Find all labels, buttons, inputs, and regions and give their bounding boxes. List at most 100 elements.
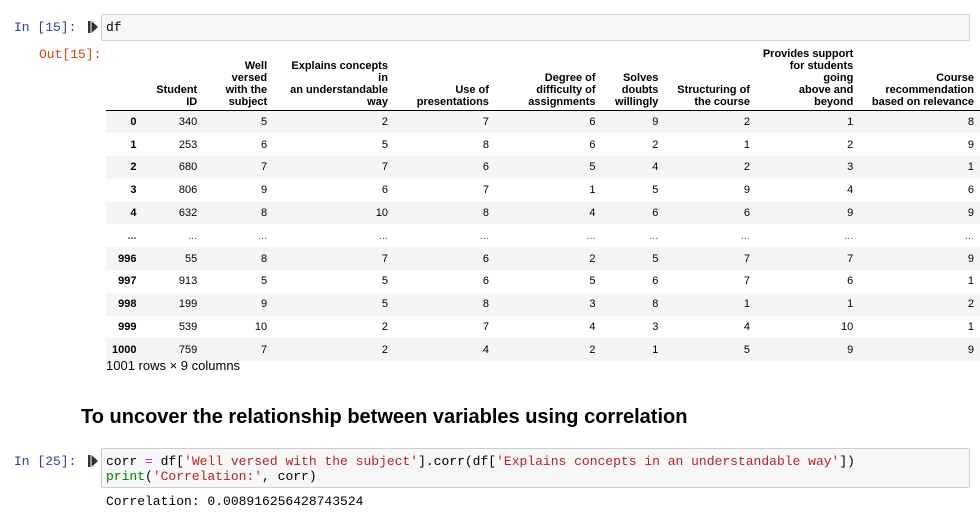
table-cell: 2 (652, 138, 659, 151)
table-cell: 4 (589, 207, 596, 220)
table-cell: 1 (847, 298, 854, 311)
cell-2-code-line-2[interactable]: print('Correlation:', corr) (106, 469, 317, 484)
column-header-line: way (367, 96, 388, 108)
column-header-line: willingly (615, 96, 659, 108)
table-cell: 3 (847, 161, 854, 174)
table-row: 3 806 9 6 7 1 5 9 4 6 (106, 179, 980, 202)
code-text: df[ (160, 454, 185, 469)
table-cell: 680 (178, 161, 198, 174)
table-cell: 5 (381, 138, 388, 151)
table-row: .............................. (106, 224, 980, 247)
table-cell: 6 (967, 184, 974, 197)
row-index: 997 (118, 275, 137, 288)
table-cell: 1 (652, 343, 659, 356)
table-cell: 6 (743, 207, 750, 220)
table-cell: 7 (482, 116, 489, 129)
table-cell: 9 (743, 184, 750, 197)
table-row: 998 199 9 5 8 3 8 1 1 2 (106, 292, 980, 316)
cell-2-code-line-1[interactable]: corr = df['Well versed with the subject'… (106, 454, 855, 469)
table-cell: 4 (589, 321, 596, 334)
table-cell: 8 (482, 298, 489, 311)
table-cell: 10 (375, 207, 388, 220)
table-cell: ... (188, 229, 198, 242)
table-row: 1 253 6 5 8 6 2 1 2 9 (106, 133, 980, 156)
column-header: Provides support for students going above … (755, 48, 860, 111)
cell-1-code[interactable]: df (106, 20, 122, 35)
table-cell: 806 (178, 184, 198, 197)
table-cell: 6 (261, 138, 268, 151)
table-cell: 8 (261, 252, 268, 265)
table-row: 1000 759 7 2 4 2 1 5 9 9 (106, 338, 980, 362)
column-header-line: recommendation (885, 84, 974, 96)
table-cell: 1 (589, 184, 596, 197)
table-cell: 7 (381, 161, 388, 174)
markdown-heading: To uncover the relationship between vari… (81, 406, 688, 428)
cell-2-input[interactable]: corr = df['Well versed with the subject'… (101, 448, 970, 488)
row-index: 998 (118, 298, 137, 311)
table-cell: 2 (381, 116, 388, 129)
table-shape-label: 1001 rows × 9 columns (106, 358, 241, 373)
table-cell: 2 (743, 161, 750, 174)
column-header-line: Well versed (231, 60, 268, 84)
table-cell: 4 (743, 321, 750, 334)
table-cell: 6 (482, 161, 489, 174)
run-cell-icon[interactable] (88, 20, 98, 34)
table-cell: 7 (261, 343, 268, 356)
column-header-line: an understandable (290, 84, 388, 96)
table-cell: 1 (743, 298, 750, 311)
table-cell: 9 (652, 116, 659, 129)
table-cell: 340 (178, 116, 198, 129)
column-header-line: Structuring of (677, 84, 750, 96)
code-string: 'Well versed with the subject' (184, 454, 419, 469)
column-header: Course recommendation based on relevance (859, 48, 980, 111)
table-cell: 5 (261, 116, 268, 129)
table-cell: 539 (178, 321, 198, 334)
table-cell: 5 (743, 343, 750, 356)
table-cell: 5 (589, 161, 596, 174)
column-header-line: for students going (789, 60, 854, 84)
table-cell: 5 (381, 275, 388, 288)
column-header-line: Use of (455, 84, 489, 96)
column-header-line: with the (225, 84, 268, 96)
row-index: 4 (130, 207, 137, 220)
table-header-row: Student ID Well versed with the subject Expla… (106, 48, 980, 111)
column-header-line: Solves (622, 72, 659, 84)
table-cell: 9 (967, 343, 974, 356)
table-cell: 2 (847, 138, 854, 151)
table-cell: 9 (261, 298, 268, 311)
column-header-line: doubts (621, 84, 659, 96)
table-cell: 9 (847, 343, 854, 356)
column-header-line: based on relevance (871, 96, 974, 108)
table-row: 999 539 10 2 7 4 3 4 10 1 (106, 316, 980, 339)
table-cell: 9 (967, 138, 974, 151)
cell-1-input[interactable]: df (101, 14, 970, 41)
table-cell: ... (649, 229, 659, 242)
cell-1-in-prompt: In [15]: (14, 20, 77, 35)
table-cell: 9 (847, 207, 854, 220)
table-cell: 1 (967, 275, 974, 288)
code-variable: corr (106, 454, 138, 469)
code-builtin: print (106, 469, 146, 484)
table-cell: 759 (178, 343, 198, 356)
row-index: 1000 (112, 343, 137, 356)
row-index: 0 (130, 116, 137, 129)
row-index: 1 (130, 138, 137, 151)
column-header-line: Explains concepts in (291, 60, 388, 84)
table-cell: 7 (847, 252, 854, 265)
table-cell: 9 (261, 184, 268, 197)
table-cell: 8 (652, 298, 659, 311)
table-cell: ... (479, 229, 489, 242)
run-cell-icon[interactable] (88, 454, 98, 468)
table-cell: ... (740, 229, 750, 242)
table-cell: ... (964, 229, 974, 242)
index-header (106, 48, 143, 111)
table-cell: 4 (482, 343, 489, 356)
table-cell: 2 (743, 116, 750, 129)
column-header-line: difficulty of (536, 84, 596, 96)
row-index: 999 (118, 321, 137, 334)
code-string: 'Explains concepts in an understandable … (496, 454, 840, 469)
table-cell: 6 (847, 275, 854, 288)
table-body: 0 340 5 2 7 6 9 2 1 8 1 253 6 5 8 6 2 1 2 9 2 680 7 7 6 5 4 2 3 1 3 806… (106, 110, 980, 362)
code-string: 'Correlation:' (152, 469, 263, 484)
table-cell: 1 (967, 161, 974, 174)
